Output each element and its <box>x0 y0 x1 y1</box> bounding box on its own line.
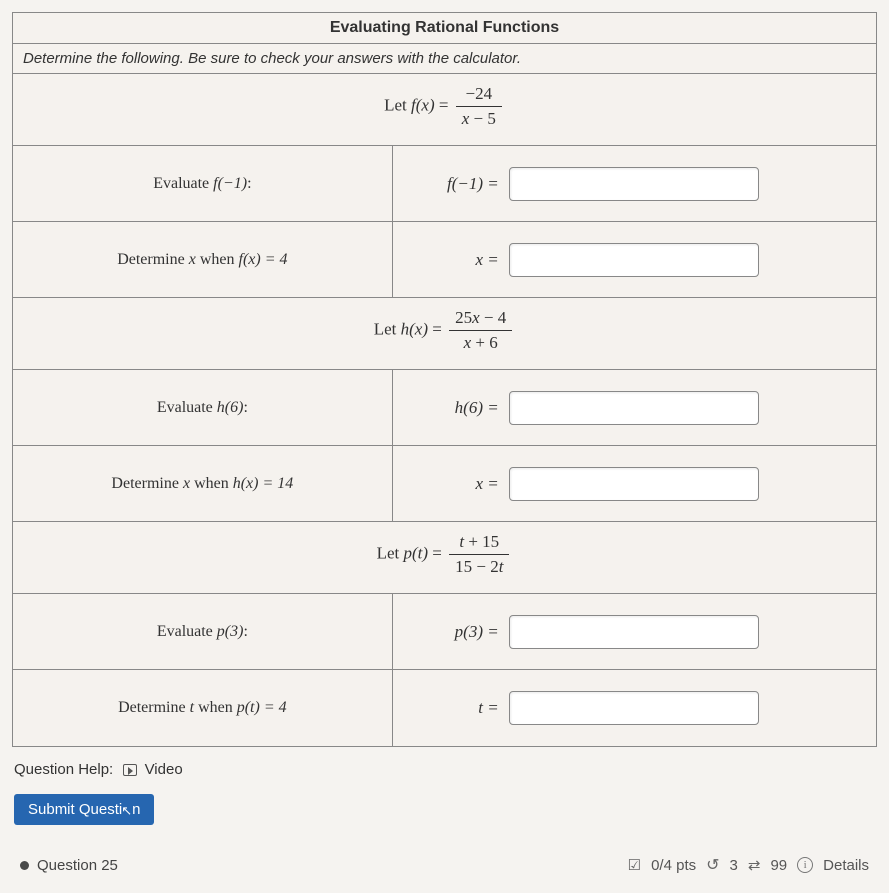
answer-input-p-solve[interactable] <box>509 691 759 725</box>
check-icon <box>628 856 641 874</box>
question-row: Determine x when h(x) = 14 x = <box>13 446 876 522</box>
details-link[interactable]: Details <box>823 857 869 874</box>
answer-input-f-eval[interactable] <box>509 167 759 201</box>
def-fraction: −24 x − 5 <box>456 84 502 129</box>
help-label: Question Help: <box>14 761 113 778</box>
answer-cell: h(6) = <box>393 370 876 445</box>
prompt-cell: Determine x when h(x) = 14 <box>13 446 393 521</box>
attempts-total: 99 <box>770 857 787 874</box>
def-num: −24 <box>456 84 502 106</box>
submit-label: Submit Questi <box>28 801 122 818</box>
question-row: Evaluate f(−1): f(−1) = <box>13 146 876 222</box>
definition-h: Let h(x) = 25x − 4 x + 6 <box>13 298 876 370</box>
footer-row: Question 25 0/4 pts 3 99 i Details <box>12 825 877 881</box>
question-row: Determine x when f(x) = 4 x = <box>13 222 876 298</box>
def-fraction: 25x − 4 x + 6 <box>449 308 512 353</box>
answer-lhs: t = <box>411 698 499 718</box>
card-title: Evaluating Rational Functions <box>13 13 876 44</box>
question-number[interactable]: Question 25 <box>37 857 118 874</box>
prompt-cell: Determine t when p(t) = 4 <box>13 670 393 746</box>
attempts-left: 3 <box>730 857 738 874</box>
answer-lhs: x = <box>411 250 499 270</box>
video-link[interactable]: Video <box>145 761 183 778</box>
def-den: 15 − 2t <box>449 554 509 577</box>
swap-icon <box>748 856 761 874</box>
definition-p: Let p(t) = t + 15 15 − 2t <box>13 522 876 594</box>
answer-input-p-eval[interactable] <box>509 615 759 649</box>
def-prefix: Let <box>384 95 411 114</box>
answer-cell: p(3) = <box>393 594 876 669</box>
help-row: Question Help: Video <box>12 747 877 788</box>
submit-button[interactable]: Submit Questi↖n <box>14 794 154 825</box>
answer-lhs: x = <box>411 474 499 494</box>
def-num: 25x − 4 <box>449 308 512 330</box>
answer-lhs: p(3) = <box>411 622 499 642</box>
submit-label-tail: n <box>132 801 140 818</box>
answer-cell: x = <box>393 446 876 521</box>
video-icon <box>123 764 137 776</box>
answer-input-f-solve[interactable] <box>509 243 759 277</box>
prompt-cell: Evaluate p(3): <box>13 594 393 669</box>
def-fraction: t + 15 15 − 2t <box>449 532 509 577</box>
prompt-cell: Evaluate h(6): <box>13 370 393 445</box>
problem-card: Evaluating Rational Functions Determine … <box>12 12 877 747</box>
answer-lhs: h(6) = <box>411 398 499 418</box>
def-den: x + 6 <box>449 330 512 353</box>
question-row: Evaluate p(3): p(3) = <box>13 594 876 670</box>
info-icon[interactable]: i <box>797 857 813 873</box>
prompt-cell: Determine x when f(x) = 4 <box>13 222 393 297</box>
status-dot-icon <box>20 861 29 870</box>
def-den: x − 5 <box>456 106 502 129</box>
answer-input-h-solve[interactable] <box>509 467 759 501</box>
answer-cell: f(−1) = <box>393 146 876 221</box>
answer-cell: x = <box>393 222 876 297</box>
cursor-icon: ↖ <box>121 803 132 819</box>
question-row: Determine t when p(t) = 4 t = <box>13 670 876 746</box>
answer-lhs: f(−1) = <box>411 174 499 194</box>
answer-input-h-eval[interactable] <box>509 391 759 425</box>
def-fn: f(x) <box>411 95 435 114</box>
def-eq: = <box>435 95 453 114</box>
card-instructions: Determine the following. Be sure to chec… <box>13 44 876 74</box>
retry-icon <box>706 855 719 875</box>
def-num: t + 15 <box>449 532 509 554</box>
definition-f: Let f(x) = −24 x − 5 <box>13 74 876 146</box>
answer-cell: t = <box>393 670 876 746</box>
score-text: 0/4 pts <box>651 857 696 874</box>
question-row: Evaluate h(6): h(6) = <box>13 370 876 446</box>
prompt-cell: Evaluate f(−1): <box>13 146 393 221</box>
